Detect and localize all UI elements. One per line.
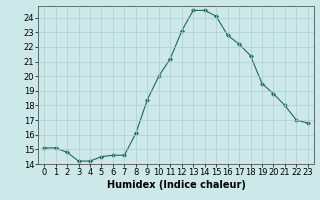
X-axis label: Humidex (Indice chaleur): Humidex (Indice chaleur) — [107, 180, 245, 190]
